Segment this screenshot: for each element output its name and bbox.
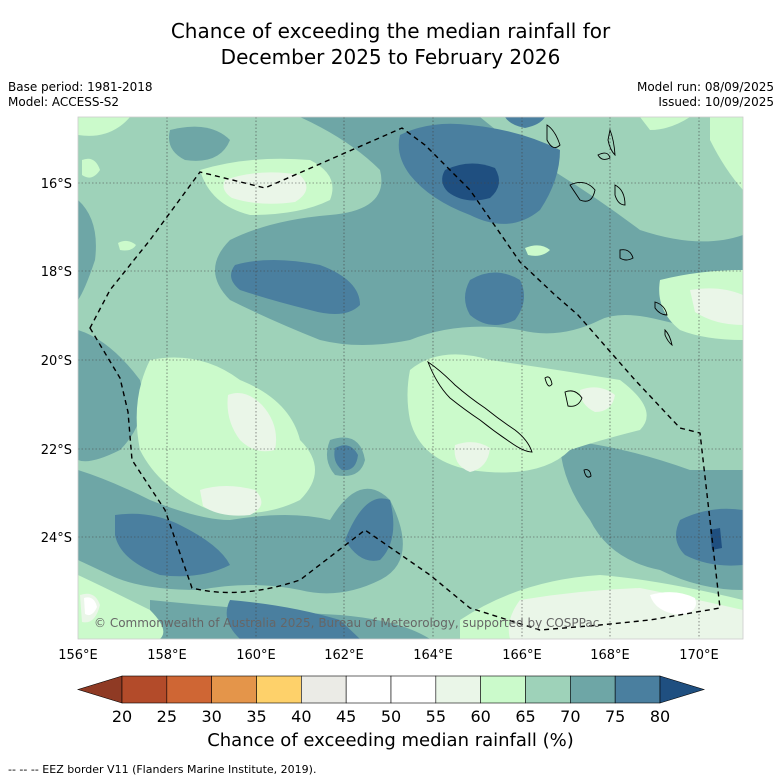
region-60-65-n: [78, 117, 130, 136]
region-70-75-north: [169, 126, 230, 161]
colorbar-tick-label: 70: [560, 707, 580, 726]
colorbar-tick-label: 35: [246, 707, 266, 726]
region-75-80-south: [226, 600, 360, 639]
title-line-1: Chance of exceeding the median rainfall …: [170, 19, 611, 43]
region-45-55-s: [84, 597, 97, 616]
region-55-60-e2: [690, 288, 743, 325]
lat-tick-label: 16°S: [41, 177, 72, 192]
region-75-80-midsm: [334, 445, 358, 471]
colorbar-tick-label: 20: [112, 707, 132, 726]
region-70-75-nw: [78, 200, 96, 300]
colorbar-swatch: [570, 675, 616, 704]
region-75-80-west: [231, 260, 360, 314]
region-55-60-nc: [454, 442, 490, 472]
region-60-65-south: [78, 575, 164, 639]
region-over-80-se: [710, 528, 722, 550]
eez-footnote: -- -- -- EEZ border V11 (Flanders Marine…: [8, 763, 317, 776]
colorbar-swatch: [480, 675, 526, 704]
loyalty-islands: [544, 376, 592, 478]
colorbar-tick-label: 45: [336, 707, 356, 726]
eez-border: [89, 127, 721, 631]
region-55-60-west: [227, 392, 277, 452]
lon-tick-label: 166°E: [502, 648, 542, 663]
lat-tick-labels: 16°S 18°S 20°S 22°S 24°S: [41, 177, 72, 546]
colorbar-tick-label: 75: [605, 707, 625, 726]
region-60-65-ne2: [710, 117, 743, 190]
vanuatu-islands: [546, 124, 673, 347]
colorbar-swatch: [614, 675, 661, 704]
rainfall-probability-field: © Commonwealth of Australia 2025, Bureau…: [78, 117, 743, 639]
lon-tick-labels: 156°E 158°E 160°E 162°E 164°E 166°E 168°…: [58, 648, 719, 663]
lon-tick-label: 170°E: [679, 648, 719, 663]
lat-tick-label: 22°S: [41, 443, 72, 458]
colorbar-swatch: [256, 675, 302, 704]
colorbar-swatch: [390, 675, 437, 704]
graticule: [78, 117, 743, 639]
lon-tick-label: 160°E: [236, 648, 276, 663]
colorbar-tick-label: 55: [426, 707, 446, 726]
lon-tick-label: 168°E: [590, 648, 630, 663]
model-name: Model: ACCESS-S2: [8, 95, 120, 109]
region-over-80: [442, 163, 499, 201]
map-frame: [77, 116, 744, 640]
colorbar-swatch: [166, 675, 212, 704]
lat-tick-label: 24°S: [41, 531, 72, 546]
colorbar-swatch: [121, 675, 168, 704]
colorbar-label: Chance of exceeding median rainfall (%): [207, 730, 574, 751]
lat-tick-label: 20°S: [41, 354, 72, 369]
info-left: Base period: 1981-2018 Model: ACCESS-S2: [8, 80, 153, 110]
colorbar-tick-label: 80: [650, 707, 670, 726]
region-75-80-nc: [505, 117, 545, 128]
colorbar-tick-label: 50: [381, 707, 401, 726]
lon-tick-label: 162°E: [324, 648, 364, 663]
colorbar-tick-label: 25: [157, 707, 177, 726]
colorbar-over-arrow: [659, 675, 706, 704]
region-45-55-se: [650, 592, 696, 615]
base-period: Base period: 1981-2018: [8, 80, 153, 94]
region-75-80-center: [465, 272, 524, 325]
colorbar-swatch: [301, 675, 347, 704]
colorbar-tick-label: 30: [201, 707, 221, 726]
region-60-65-west: [136, 357, 315, 514]
lat-tick-label: 18°S: [41, 265, 72, 280]
colorbar-tick-label: 60: [470, 707, 490, 726]
region-55-60-sw: [200, 486, 262, 516]
info-right: Model run: 08/09/2025 Issued: 10/09/2025: [637, 80, 774, 110]
colorbar-under-arrow: [76, 675, 123, 704]
colorbar-swatch: [525, 675, 571, 704]
colorbar-swatch: [345, 675, 392, 704]
region-70-75-west: [78, 330, 143, 462]
colorbar-swatch: [435, 675, 481, 704]
region-75-80-sc: [345, 498, 394, 561]
region-60-65-ne: [640, 117, 690, 130]
new-caledonia-landmass: [427, 360, 533, 453]
colorbar: 20 25 30 35 40 45 50 55 60 65 70 75 80: [76, 675, 706, 726]
model-run: Model run: 08/09/2025: [636, 80, 774, 94]
lon-tick-label: 158°E: [147, 648, 187, 663]
colorbar-tick-label: 40: [291, 707, 311, 726]
region-55-60-east: [580, 387, 615, 412]
map-title: Chance of exceeding the median rainfall …: [0, 18, 781, 70]
region-55-60-ncenter: [223, 172, 307, 204]
region-60-65-small: [118, 240, 136, 251]
region-75-80-sw: [115, 513, 230, 577]
copyright-notice: © Commonwealth of Australia 2025, Bureau…: [94, 616, 599, 630]
colorbar-swatch: [211, 675, 257, 704]
colorbar-tick-label: 65: [515, 707, 535, 726]
region-60-65-small2: [525, 245, 550, 256]
region-60-65-small3: [82, 158, 100, 178]
issued-date: Issued: 10/09/2025: [658, 95, 774, 109]
title-line-2: December 2025 to February 2026: [220, 45, 561, 69]
lon-tick-label: 156°E: [58, 648, 98, 663]
lon-tick-label: 164°E: [413, 648, 453, 663]
